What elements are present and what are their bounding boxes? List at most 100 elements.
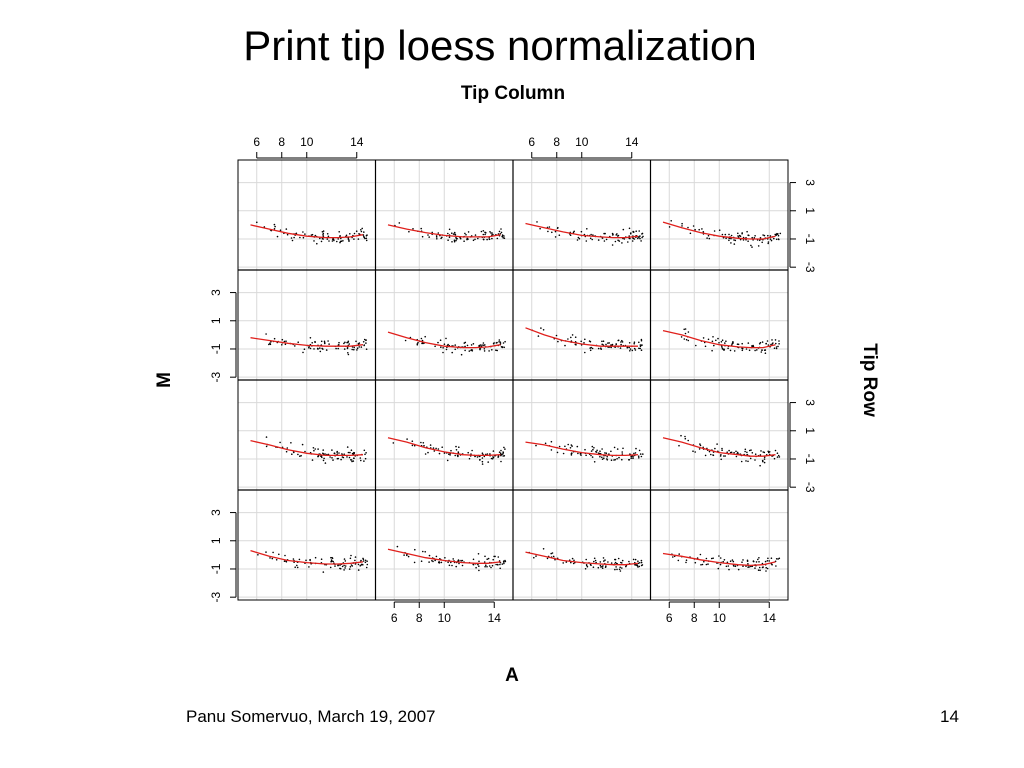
- data-point: [349, 557, 352, 560]
- data-point: [771, 339, 773, 341]
- data-point: [551, 231, 553, 234]
- data-point: [491, 564, 494, 567]
- data-point: [721, 339, 724, 342]
- data-point: [629, 232, 632, 235]
- data-point: [628, 342, 631, 344]
- data-point: [316, 347, 319, 350]
- data-point: [602, 565, 604, 567]
- data-point: [710, 453, 712, 456]
- data-point: [635, 230, 637, 232]
- data-point: [356, 347, 359, 350]
- loess-curve: [525, 327, 638, 347]
- data-point: [694, 561, 697, 564]
- data-point: [291, 453, 293, 456]
- data-point: [639, 237, 641, 240]
- y-tick-label: -3: [209, 592, 223, 603]
- data-point: [495, 563, 497, 566]
- data-point: [453, 231, 456, 234]
- data-point: [441, 446, 444, 449]
- trellis-chart: Tip Column A M Tip Row 6 8 10 14 6 8 10 14 6 8 10 1…: [154, 83, 880, 686]
- data-point: [610, 450, 612, 453]
- data-point: [497, 233, 500, 235]
- y-tick-label: 1: [209, 317, 223, 324]
- data-point: [608, 342, 610, 344]
- data-point: [605, 452, 608, 455]
- data-point: [298, 558, 301, 561]
- data-point: [466, 344, 469, 347]
- data-point: [723, 559, 726, 561]
- data-point: [776, 452, 779, 455]
- data-point: [704, 454, 707, 457]
- data-point: [365, 239, 368, 242]
- data-point: [338, 452, 340, 454]
- data-point: [468, 350, 471, 352]
- data-point: [614, 561, 617, 564]
- data-point: [311, 342, 314, 344]
- data-point: [640, 338, 643, 341]
- data-point: [448, 564, 451, 567]
- data-point: [349, 233, 351, 235]
- data-point: [422, 442, 425, 444]
- data-point: [692, 450, 694, 453]
- data-point: [593, 461, 596, 463]
- data-point: [336, 240, 338, 243]
- x-axis-label: A: [505, 665, 519, 686]
- x-tick-label: 6: [391, 611, 398, 625]
- data-point: [360, 459, 362, 462]
- data-point: [603, 457, 605, 460]
- data-point: [638, 341, 640, 344]
- data-point: [482, 230, 485, 232]
- data-point: [354, 559, 356, 562]
- data-point: [421, 235, 424, 238]
- data-point: [498, 560, 501, 562]
- data-point: [633, 342, 635, 345]
- panel-group: [238, 160, 788, 600]
- data-point: [281, 338, 284, 341]
- data-point: [286, 447, 289, 449]
- data-point: [284, 554, 286, 557]
- x-tick-label: 14: [763, 611, 777, 625]
- data-point: [490, 566, 492, 569]
- data-point: [694, 228, 696, 231]
- panel-r1-c3: [513, 160, 651, 270]
- data-point: [340, 458, 342, 461]
- data-point: [480, 230, 483, 233]
- data-point: [632, 456, 634, 458]
- data-point: [607, 342, 609, 344]
- data-point: [711, 340, 714, 343]
- data-point: [319, 237, 321, 240]
- data-point: [742, 236, 745, 239]
- data-point: [365, 235, 368, 237]
- data-point: [474, 234, 477, 236]
- data-point: [627, 241, 629, 243]
- data-point: [640, 455, 643, 458]
- data-point: [343, 348, 346, 350]
- data-point: [601, 456, 603, 459]
- data-point: [695, 344, 697, 347]
- data-point: [771, 343, 774, 345]
- data-point: [759, 569, 761, 572]
- data-point: [297, 453, 299, 456]
- data-point: [590, 233, 592, 236]
- data-point: [335, 347, 337, 350]
- data-point: [631, 349, 634, 352]
- data-point: [348, 568, 351, 570]
- data-point: [322, 235, 325, 237]
- data-point: [621, 559, 624, 562]
- data-point: [477, 553, 480, 555]
- data-point: [460, 559, 462, 562]
- data-point: [490, 232, 492, 234]
- data-point: [621, 451, 623, 453]
- data-point: [503, 561, 505, 563]
- data-point: [718, 229, 721, 231]
- data-point: [500, 449, 502, 452]
- data-point: [344, 567, 346, 569]
- data-point: [557, 340, 559, 343]
- data-point: [413, 561, 416, 564]
- data-point: [265, 436, 268, 438]
- data-point: [484, 555, 486, 558]
- data-point: [504, 448, 506, 450]
- data-point: [758, 239, 761, 242]
- data-point: [451, 232, 453, 234]
- data-point: [464, 345, 466, 348]
